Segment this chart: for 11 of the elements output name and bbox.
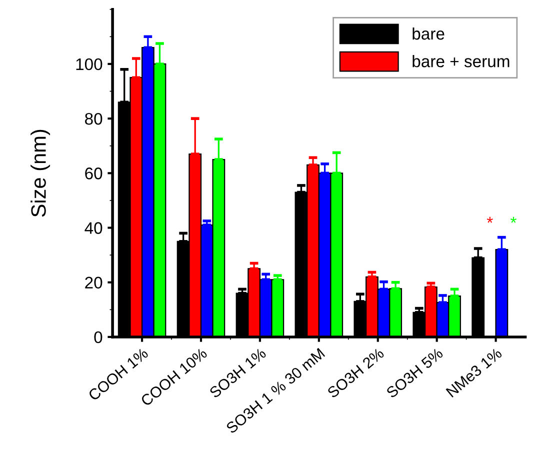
y-tick-label: 0: [94, 331, 102, 344]
y-tick-label: 80: [85, 112, 102, 125]
y-tick-label: 20: [85, 276, 102, 289]
y-tick-label: 100: [76, 58, 102, 70]
y-tick-label: 40: [84, 222, 102, 234]
legend-label: bare + serum: [412, 55, 510, 68]
annotation: *: [510, 216, 516, 223]
y-axis-title: Size (nm): [30, 130, 50, 217]
annotation: *: [486, 216, 493, 223]
legend-label: bare: [412, 27, 444, 40]
y-tick-label: 60: [85, 168, 102, 180]
